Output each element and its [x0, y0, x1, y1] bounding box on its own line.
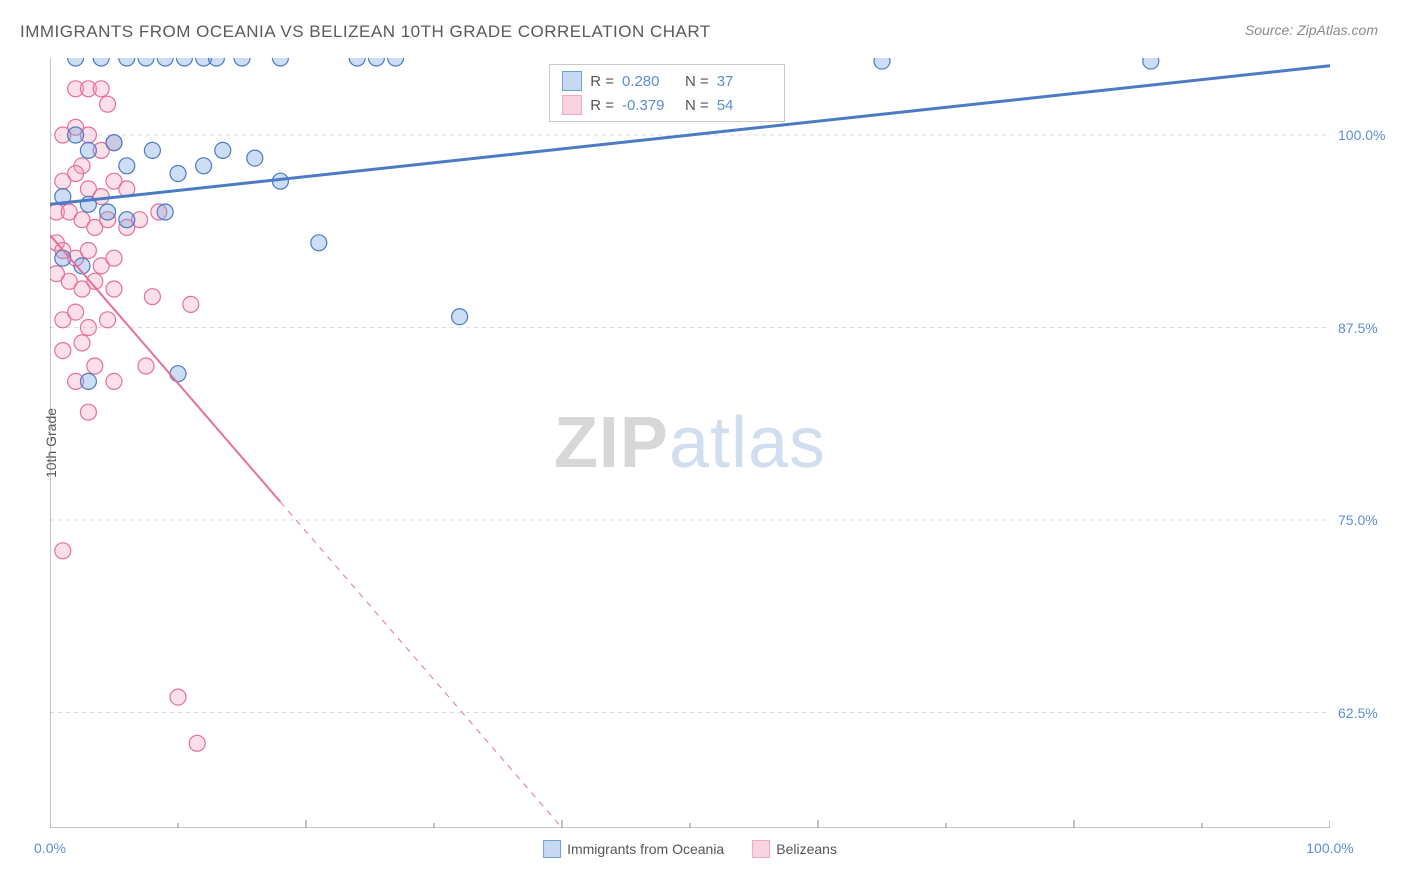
y-tick-label: 62.5% — [1338, 705, 1406, 721]
plot-container: 10th Grade ZIPatlas 62.5%75.0%87.5%100.0… — [50, 58, 1330, 828]
legend-item: Belizeans — [752, 840, 837, 858]
legend-swatch — [543, 840, 561, 858]
stats-box: R = 0.280 N = 37 R = -0.379 N = 54 — [549, 64, 785, 122]
stats-r-value: -0.379 — [622, 97, 677, 114]
chart-page: IMMIGRANTS FROM OCEANIA VS BELIZEAN 10TH… — [0, 0, 1406, 892]
legend-label: Belizeans — [776, 841, 837, 857]
stats-r-value: 0.280 — [622, 73, 677, 90]
y-tick-label: 100.0% — [1338, 127, 1406, 143]
y-tick-label: 75.0% — [1338, 512, 1406, 528]
scatter-plot — [50, 58, 1330, 828]
stats-swatch — [562, 95, 582, 115]
stats-row: R = -0.379 N = 54 — [550, 93, 784, 117]
stats-n-value: 37 — [717, 73, 772, 90]
x-tick-label: 100.0% — [1306, 840, 1353, 856]
chart-title: IMMIGRANTS FROM OCEANIA VS BELIZEAN 10TH… — [20, 22, 711, 42]
x-tick-label: 0.0% — [34, 840, 66, 856]
source-prefix: Source: — [1245, 22, 1297, 38]
source-name: ZipAtlas.com — [1297, 22, 1378, 38]
y-tick-label: 87.5% — [1338, 320, 1406, 336]
stats-n-value: 54 — [717, 97, 772, 114]
stats-swatch — [562, 71, 582, 91]
legend-label: Immigrants from Oceania — [567, 841, 724, 857]
stats-r-label: R = — [590, 97, 614, 114]
legend: Immigrants from Oceania Belizeans — [543, 840, 837, 858]
stats-r-label: R = — [590, 73, 614, 90]
source-attribution: Source: ZipAtlas.com — [1245, 22, 1378, 38]
stats-n-label: N = — [685, 73, 709, 90]
legend-swatch — [752, 840, 770, 858]
stats-row: R = 0.280 N = 37 — [550, 69, 784, 93]
stats-n-label: N = — [685, 97, 709, 114]
legend-item: Immigrants from Oceania — [543, 840, 724, 858]
